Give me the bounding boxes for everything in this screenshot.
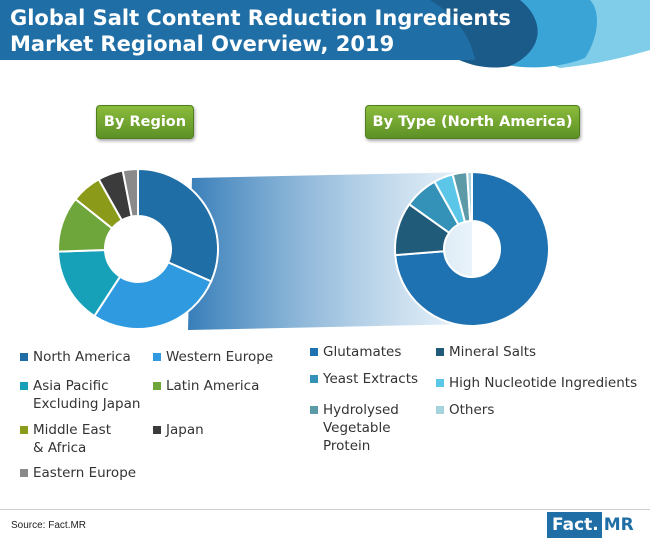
region-legend-item: Asia Pacific Excluding Japan	[20, 377, 140, 413]
slice-north-america	[137, 167, 219, 283]
by-type-label: By Type (North America)	[365, 105, 580, 139]
region-legend-label: Japan	[166, 422, 204, 438]
type-legend-label: Others	[449, 402, 495, 418]
region-legend-item: Middle East & Africa	[20, 421, 111, 457]
region-donut	[57, 167, 219, 330]
region-legend-item: Western Europe	[153, 348, 273, 366]
region-legend-swatch	[20, 469, 28, 477]
region-legend-label: Latin America	[166, 378, 260, 394]
type-legend-item: High Nucleotide Ingredients	[436, 374, 637, 392]
type-legend-label: Mineral Salts	[449, 344, 537, 360]
region-legend-swatch	[153, 382, 161, 390]
type-legend-item: Yeast Extracts	[310, 370, 418, 388]
type-donut	[394, 170, 550, 327]
region-legend-swatch	[20, 426, 28, 434]
type-legend-swatch	[436, 348, 444, 356]
footer-divider	[0, 509, 650, 510]
logo-part-fact: Fact.	[547, 512, 602, 538]
slice-western-europe	[92, 261, 213, 330]
type-legend-item: Others	[436, 401, 494, 419]
slice-others	[466, 170, 473, 223]
source-note: Source: Fact.MR	[11, 520, 87, 531]
header-title-bar	[0, 0, 475, 60]
type-legend-label: High Nucleotide Ingredients	[449, 375, 638, 391]
region-legend-item: North America	[20, 348, 131, 366]
logo-part-mr: MR	[603, 515, 634, 535]
region-legend-item: Japan	[153, 421, 204, 439]
type-legend-item: Hydrolysed Vegetable Protein	[310, 401, 399, 455]
factmr-logo: Fact. MR	[547, 512, 636, 538]
region-legend-swatch	[20, 382, 28, 390]
region-legend-swatch	[153, 353, 161, 361]
type-legend-item: Mineral Salts	[436, 343, 536, 361]
type-legend-swatch	[310, 406, 318, 414]
by-region-label: By Region	[96, 105, 194, 139]
region-legend-label: Middle East & Africa	[33, 422, 112, 456]
type-legend-label: Hydrolysed Vegetable Protein	[323, 402, 399, 454]
region-legend-item: Eastern Europe	[20, 464, 136, 482]
type-legend-swatch	[310, 375, 318, 383]
region-legend-label: Western Europe	[166, 349, 274, 365]
region-legend-label: Asia Pacific Excluding Japan	[33, 378, 141, 412]
connector-band	[188, 172, 472, 330]
type-legend-label: Yeast Extracts	[323, 371, 419, 387]
page-title: Global Salt Content Reduction Ingredient…	[10, 6, 511, 56]
type-legend-swatch	[436, 406, 444, 414]
type-legend-label: Glutamates	[323, 344, 402, 360]
slice-glutamates	[394, 170, 550, 327]
header: Global Salt Content Reduction Ingredient…	[0, 0, 650, 76]
type-legend-item: Glutamates	[310, 343, 401, 361]
header-banner	[0, 0, 650, 68]
slice-eastern-europe	[121, 167, 139, 218]
type-legend-swatch	[310, 348, 318, 356]
region-legend-swatch	[20, 353, 28, 361]
region-legend-item: Latin America	[153, 377, 259, 395]
region-legend-swatch	[153, 426, 161, 434]
region-legend-label: Eastern Europe	[33, 465, 137, 481]
region-legend-label: North America	[33, 349, 131, 365]
type-legend-swatch	[436, 379, 444, 387]
